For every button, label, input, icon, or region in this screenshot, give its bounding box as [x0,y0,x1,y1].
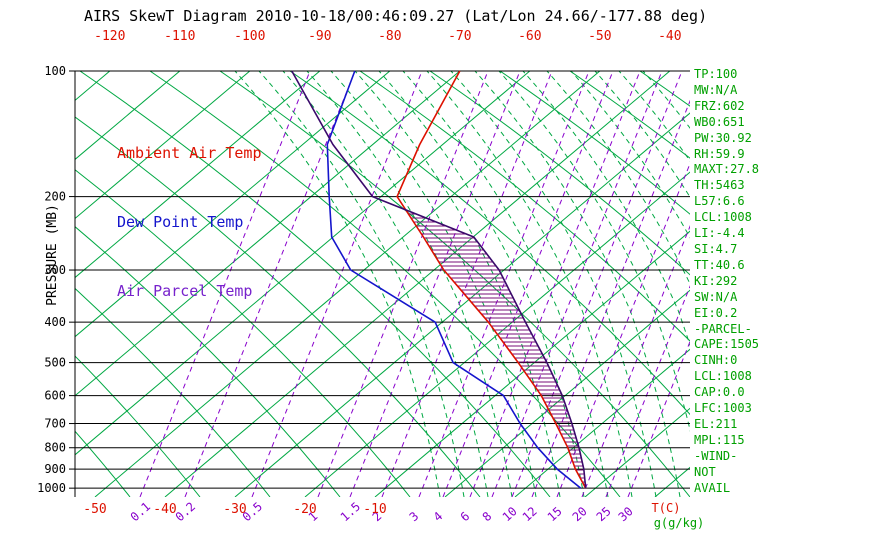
pressure-tick-label: 800 [44,441,66,455]
pressure-grid-lines [75,70,690,489]
bottom-temp-tick-label: -30 [223,502,246,517]
top-temp-tick-label: -120 [94,29,125,44]
stats-line: LCL:1008 [694,369,752,384]
chart-title: AIRS SkewT Diagram 2010-10-18/00:46:09.2… [84,7,708,25]
chart-legend: Ambient Air Temp Dew Point Temp Air Parc… [117,96,262,349]
mixing-ratio-tick-label: 1.5 [338,499,363,524]
stats-line: -WIND- [694,448,738,463]
top-temp-tick-label: -80 [378,29,401,44]
mixing-unit-label: g(g/kg) [654,516,705,530]
mixing-ratio-tick-label: 8 [480,509,495,524]
top-temp-tick-label: -100 [234,29,265,44]
air-parcel-temp-curve [291,70,587,489]
bottom-temp-tick-label: -10 [363,502,386,517]
stats-panel: TP:100 MW:N/A FRZ:602 WB0:651 PW:30.92 RH:59.… [694,67,759,496]
stats-line: TH:5463 [694,178,745,193]
pressure-tick-label: 900 [44,462,66,476]
sounding-curves [291,70,587,489]
stats-line: MW:N/A [694,82,738,97]
top-temp-tick-label: -50 [588,29,611,44]
stats-line: LI:-4.4 [694,226,745,241]
stats-line: CAP:0.0 [694,385,745,400]
stats-line: MPL:115 [694,432,745,447]
mixing-ratio-tick-label: 6 [458,509,473,524]
top-temp-tick-label: -90 [308,29,331,44]
stats-line: CINH:0 [694,353,738,368]
stats-line: L57:6.6 [694,194,745,209]
bottom-temp-tick-label: -50 [83,502,106,517]
mixing-ratio-tick-label: 12 [520,504,540,524]
stats-line: SI:4.7 [694,241,738,256]
legend-dew-point-temp: Dew Point Temp [117,213,244,231]
stats-line: AVAIL [694,480,731,495]
stats-line: LCL:1008 [694,210,752,225]
stats-line: EL:211 [694,416,738,431]
pressure-axis-title: PRESSURE (MB) [45,204,60,306]
pressure-tick-label: 1000 [37,481,66,495]
mixing-ratio-tick-label: 4 [431,509,446,524]
pressure-tick-label: 700 [44,417,66,431]
temp-unit-label: T(C) [652,501,681,515]
ambient-air-temp-curve [396,70,587,489]
stats-line: EI:0.2 [694,305,738,320]
stats-line: NOT [694,464,716,479]
mixing-ratio-tick-label: 15 [545,504,565,524]
dew-point-temp-curve [326,70,582,489]
top-temp-tick-label: -110 [164,29,195,44]
top-temp-tick-label: -70 [448,29,471,44]
bottom-temp-tick-label: -40 [153,502,176,517]
pressure-tick-label: 100 [44,64,66,78]
stats-line: TT:40.6 [694,257,745,272]
pressure-axis [69,70,76,497]
stats-line: LFC:1003 [694,401,752,416]
pressure-tick-label: 200 [44,190,66,204]
pressure-tick-label: 300 [44,263,66,277]
mixing-ratio-tick-label: 30 [616,504,636,524]
stats-line: KI:292 [694,273,738,288]
stats-line: MAXT:27.8 [694,162,760,177]
stats-line: WB0:651 [694,114,745,129]
top-temp-tick-label: -60 [518,29,541,44]
bottom-temp-tick-label: -20 [293,502,316,517]
pressure-tick-label: 600 [44,389,66,403]
stats-line: RH:59.9 [694,146,745,161]
pressure-tick-label: 500 [44,356,66,370]
stats-line: -PARCEL- [694,321,752,336]
legend-air-parcel-temp: Air Parcel Temp [117,282,253,300]
mixing-ratio-tick-label: 20 [570,504,590,524]
stats-line: SW:N/A [694,289,738,304]
mixing-ratio-tick-label: 10 [500,504,520,524]
pressure-tick-label: 400 [44,315,66,329]
stats-line: FRZ:602 [694,98,745,113]
mixing-ratio-tick-label: 0.1 [128,499,153,524]
mixing-ratio-tick-label: 25 [594,504,614,524]
top-temp-tick-label: -40 [658,29,681,44]
mixing-ratio-tick-label: 3 [407,509,422,524]
stats-line: TP:100 [694,67,738,81]
stats-line: PW:30.92 [694,130,752,145]
stats-line: CAPE:1505 [694,337,760,352]
legend-ambient-air-temp: Ambient Air Temp [117,144,262,162]
